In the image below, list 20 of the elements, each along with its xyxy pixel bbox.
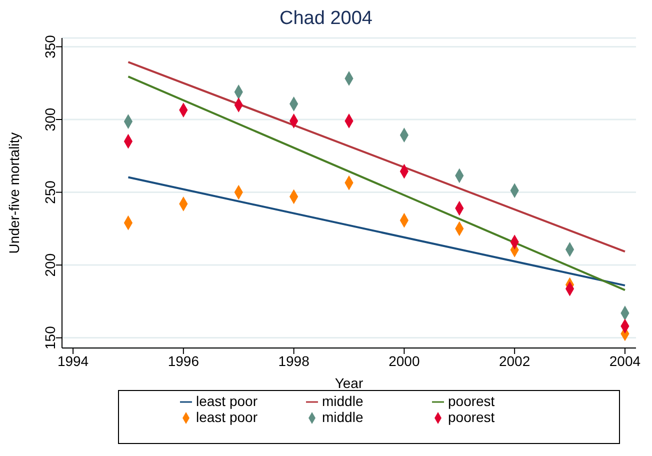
y-axis-title: Under-five mortality [6, 132, 22, 254]
legend-label: middle [322, 409, 364, 425]
legend-label: poorest [448, 393, 496, 409]
y-tick-label: 300 [42, 108, 58, 132]
x-tick-label: 1998 [278, 352, 310, 369]
y-tick-label: 250 [42, 180, 58, 204]
x-axis-title: Year [334, 375, 364, 391]
x-tick-label: 2000 [388, 352, 420, 369]
legend-label: poorest [448, 409, 496, 425]
legend-label: least poor [196, 409, 258, 425]
y-tick-label: 200 [42, 253, 58, 277]
chart-title: Chad 2004 [278, 8, 374, 31]
x-tick-label: 2002 [499, 352, 530, 369]
legend-label: middle [322, 393, 364, 409]
x-tick-label: 2004 [609, 352, 641, 369]
y-tick-label: 150 [42, 326, 58, 350]
y-tick-label: 350 [42, 34, 58, 58]
x-tick-label: 1994 [57, 352, 89, 369]
x-tick-label: 1996 [168, 352, 200, 369]
legend-label: least poor [196, 393, 258, 409]
